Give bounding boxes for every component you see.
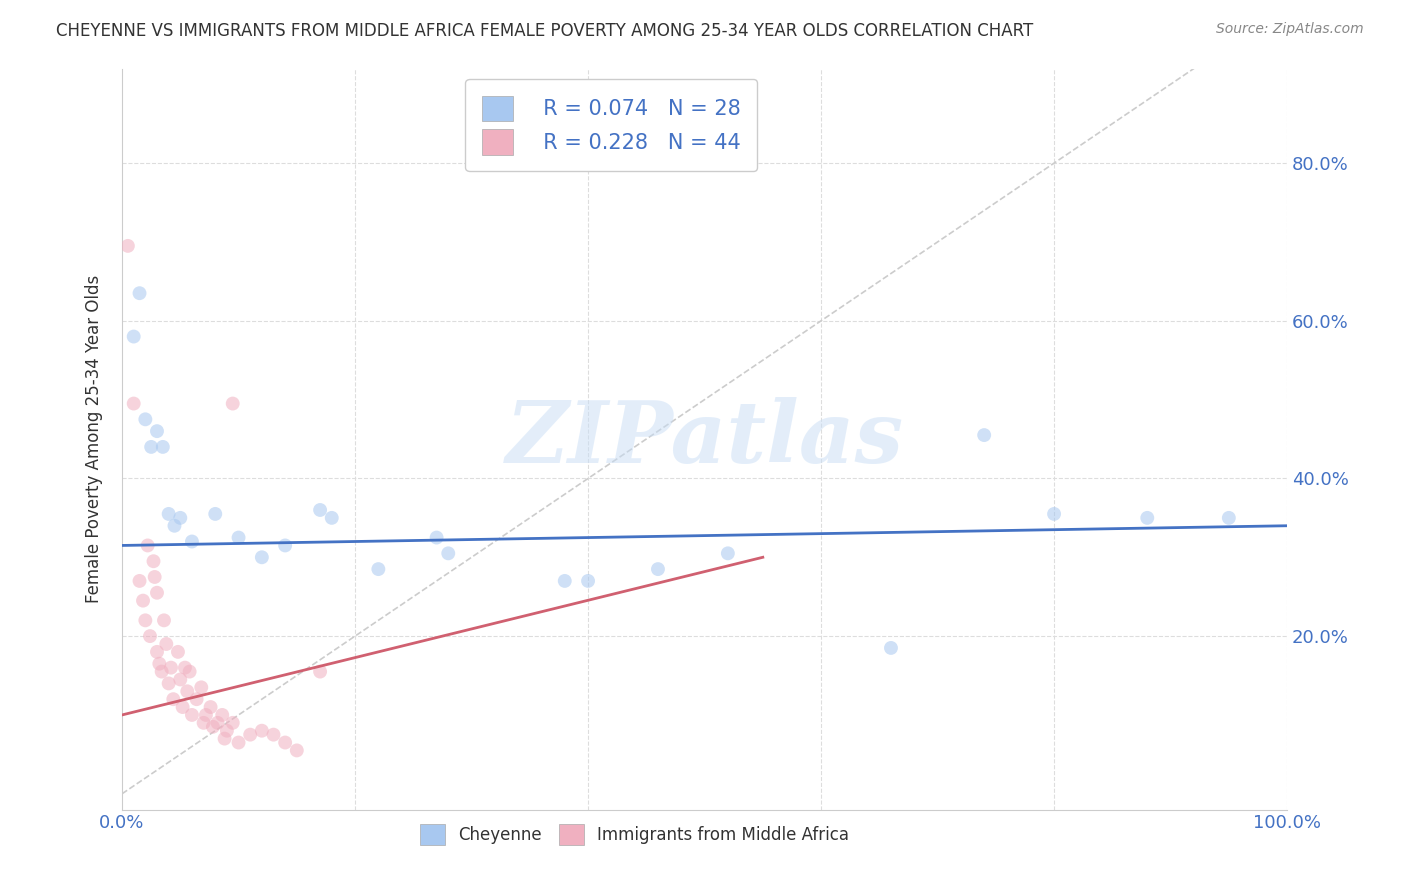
Point [880,640,903,655]
Point [162,692,184,706]
Point [150,665,173,679]
Point [163,518,186,533]
Point [309,503,332,517]
Point [186,692,208,706]
Point [647,562,669,576]
Point [155,637,177,651]
Point [132,593,155,607]
Point [250,550,273,565]
Text: ZIPatlas: ZIPatlas [506,397,904,481]
Point [214,731,236,746]
Legend:   R = 0.074   N = 28,   R = 0.228   N = 44: R = 0.074 N = 28, R = 0.228 N = 44 [465,78,758,171]
Point [222,715,245,730]
Point [134,613,156,627]
Point [204,507,226,521]
Point [174,660,197,674]
Point [176,684,198,698]
Point [222,396,245,410]
Point [167,645,190,659]
Point [128,286,150,301]
Point [172,700,194,714]
Point [321,511,343,525]
Point [309,665,332,679]
Point [201,720,224,734]
Point [181,534,204,549]
Point [228,531,250,545]
Point [157,507,180,521]
Point [169,673,191,687]
Point [122,396,145,410]
Point [136,538,159,552]
Point [142,554,165,568]
Point [194,708,217,723]
Point [122,329,145,343]
Point [141,440,163,454]
Point [139,629,162,643]
Point [134,412,156,426]
Y-axis label: Female Poverty Among 25-34 Year Olds: Female Poverty Among 25-34 Year Olds [86,275,103,603]
Point [437,546,460,560]
Point [128,574,150,588]
Point [717,546,740,560]
Point [181,708,204,723]
Point [274,735,297,749]
Point [211,708,233,723]
Point [973,428,995,442]
Point [190,681,212,695]
Point [207,715,229,730]
Point [426,531,449,545]
Point [250,723,273,738]
Point [143,570,166,584]
Point [200,700,222,714]
Point [179,665,201,679]
Point [169,511,191,525]
Point [285,743,308,757]
Point [367,562,389,576]
Point [228,735,250,749]
Point [152,440,174,454]
Point [1136,511,1159,525]
Point [263,728,285,742]
Point [239,728,262,742]
Point [193,715,215,730]
Point [153,613,176,627]
Point [160,660,183,674]
Point [157,676,180,690]
Point [554,574,576,588]
Text: CHEYENNE VS IMMIGRANTS FROM MIDDLE AFRICA FEMALE POVERTY AMONG 25-34 YEAR OLDS C: CHEYENNE VS IMMIGRANTS FROM MIDDLE AFRIC… [56,22,1033,40]
Point [274,538,297,552]
Point [576,574,599,588]
Point [1218,511,1240,525]
Point [148,657,170,671]
Point [146,645,169,659]
Text: Source: ZipAtlas.com: Source: ZipAtlas.com [1216,22,1364,37]
Point [146,586,169,600]
Point [215,723,238,738]
Point [1043,507,1066,521]
Point [117,239,139,253]
Point [146,424,169,438]
